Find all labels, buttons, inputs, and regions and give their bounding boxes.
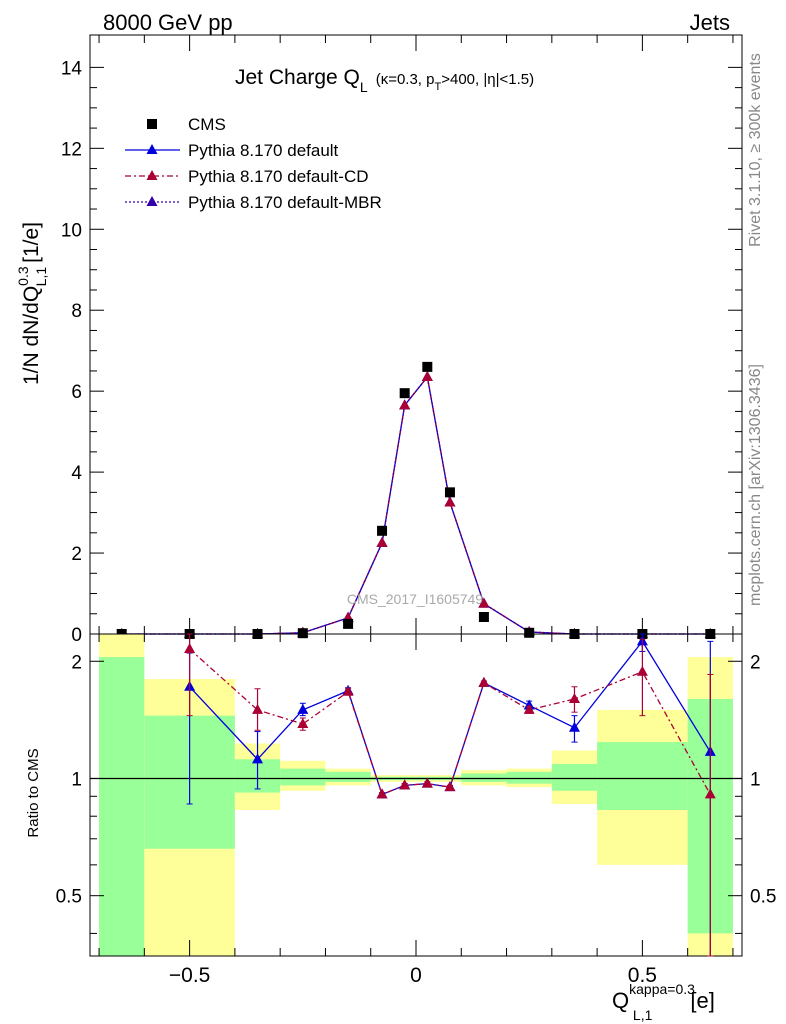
cms-point <box>444 487 455 498</box>
title-params2: >400, |η|<1.5) <box>441 71 534 88</box>
main-ytick-label: 4 <box>71 463 82 484</box>
x-axis-label: Qkappa=0.3 L,1 [e] <box>612 981 715 1023</box>
ratio-point-1 <box>523 703 535 714</box>
main-ytick-label: 12 <box>61 139 82 160</box>
ratio-point-0 <box>252 753 264 764</box>
xlabel-sup: kappa=0.3 <box>629 981 695 997</box>
legend-marker-3 <box>146 196 158 206</box>
ratio-ytick-label-right: 0.5 <box>750 887 776 908</box>
ratio-ytick-label: 0.5 <box>56 887 82 908</box>
ratio-point-0 <box>568 721 580 732</box>
ratio-xtick-label: 0 <box>410 964 422 987</box>
rivet-label: Rivet 3.1.10, ≥ 300k events <box>747 53 764 247</box>
green-band-8 <box>551 763 598 791</box>
ylabel-unit: [1/e] <box>20 222 43 263</box>
cms-point <box>343 618 354 629</box>
ratio-point-1 <box>342 685 354 696</box>
title-params: (κ=0.3, p <box>376 71 435 88</box>
ratio-point-1 <box>399 779 411 790</box>
legend: CMS Pythia 8.170 default Pythia 8.170 defa… <box>125 115 382 212</box>
legend-label-1: Pythia 8.170 default <box>188 141 339 160</box>
title-pt-sub: T <box>435 81 442 93</box>
ratio-ytick-label-right: 2 <box>750 652 761 673</box>
watermark: CMS_2017_I1605749 <box>347 591 483 607</box>
header-right: Jets <box>690 10 730 35</box>
ratio-point-1 <box>376 788 388 799</box>
ratio-plot-panel: −0.5 0 0.5 0.5 0.5 1 1 2 2 <box>56 633 776 987</box>
cms-point <box>399 388 410 399</box>
ratio-ytick-label: 1 <box>71 769 82 790</box>
ratio-point-1 <box>568 693 580 704</box>
series-point-2 <box>444 496 456 507</box>
main-ytick-label: 2 <box>71 544 82 565</box>
ratio-xtick-label: 0.5 <box>628 964 657 987</box>
main-ytick-label: 0 <box>71 625 82 646</box>
legend-marker-cms <box>147 119 157 129</box>
legend-label-0: CMS <box>188 115 226 134</box>
ratio-point-1 <box>444 781 456 792</box>
series-point-2 <box>421 370 433 381</box>
title-sub: L <box>360 79 368 95</box>
ylabel-sup: 0.3 <box>15 266 31 286</box>
ratio-point-1 <box>704 788 716 799</box>
green-band-3 <box>280 768 326 786</box>
cms-point <box>297 628 308 639</box>
legend-marker-2 <box>146 170 158 180</box>
green-band-9 <box>597 742 688 810</box>
ratio-ytick-label: 2 <box>71 652 82 673</box>
xlabel-sub: L,1 <box>633 1007 653 1023</box>
series-point-2 <box>376 536 388 547</box>
ratio-point-1 <box>297 718 309 729</box>
cms-point <box>377 525 388 536</box>
xlabel-unit: [e] <box>690 988 714 1013</box>
main-ylabel: 1/N dN/dQ0.3 L,1 [1/e] <box>15 222 49 385</box>
main-ytick-label: 6 <box>71 382 82 403</box>
green-band-7 <box>506 771 552 784</box>
ylabel-main: 1/N dN/dQ <box>20 286 43 385</box>
series-point-2 <box>478 597 490 608</box>
mcplots-label: mcplots.cern.ch [arXiv:1306.3436] <box>747 364 764 606</box>
legend-marker-1 <box>146 144 158 154</box>
legend-label-2: Pythia 8.170 default-CD <box>188 167 369 186</box>
main-plot-panel: 0 2 4 6 8 10 12 14 <box>61 34 743 646</box>
ratio-ylabel: Ratio to CMS <box>25 748 42 837</box>
cms-point <box>422 361 433 372</box>
ratio-point-1 <box>421 777 433 788</box>
xlabel-main: Q <box>612 988 629 1013</box>
main-ytick-label: 14 <box>61 58 83 79</box>
header-left: 8000 GeV pp <box>103 10 233 35</box>
ratio-point-1 <box>184 643 196 654</box>
series-point-2 <box>399 399 411 410</box>
ratio-point-1 <box>252 703 264 714</box>
legend-label-3: Pythia 8.170 default-MBR <box>188 193 382 212</box>
ratio-point-1 <box>478 676 490 687</box>
ratio-ytick-label-right: 1 <box>750 769 761 790</box>
cms-point <box>524 627 535 638</box>
ratio-point-1 <box>636 665 648 676</box>
ratio-point-0 <box>297 703 309 714</box>
green-band-6 <box>461 773 507 782</box>
ylabel-sub: L,1 <box>33 267 49 287</box>
svg-text:1/N dN/dQ0.3L,1[1/e]: 1/N dN/dQ0.3 L,1 [1/e] <box>15 222 49 385</box>
ratio-xtick-label: −0.5 <box>169 964 210 987</box>
title-main: Jet Charge Q <box>235 66 360 89</box>
main-ytick-label: 8 <box>71 301 82 322</box>
cms-point <box>478 612 489 623</box>
main-ytick-label: 10 <box>61 220 82 241</box>
green-band-0 <box>99 657 145 956</box>
green-band-4 <box>325 771 371 782</box>
plot-title: Jet Charge QL (κ=0.3, pT>400, |η|<1.5) <box>235 66 534 95</box>
